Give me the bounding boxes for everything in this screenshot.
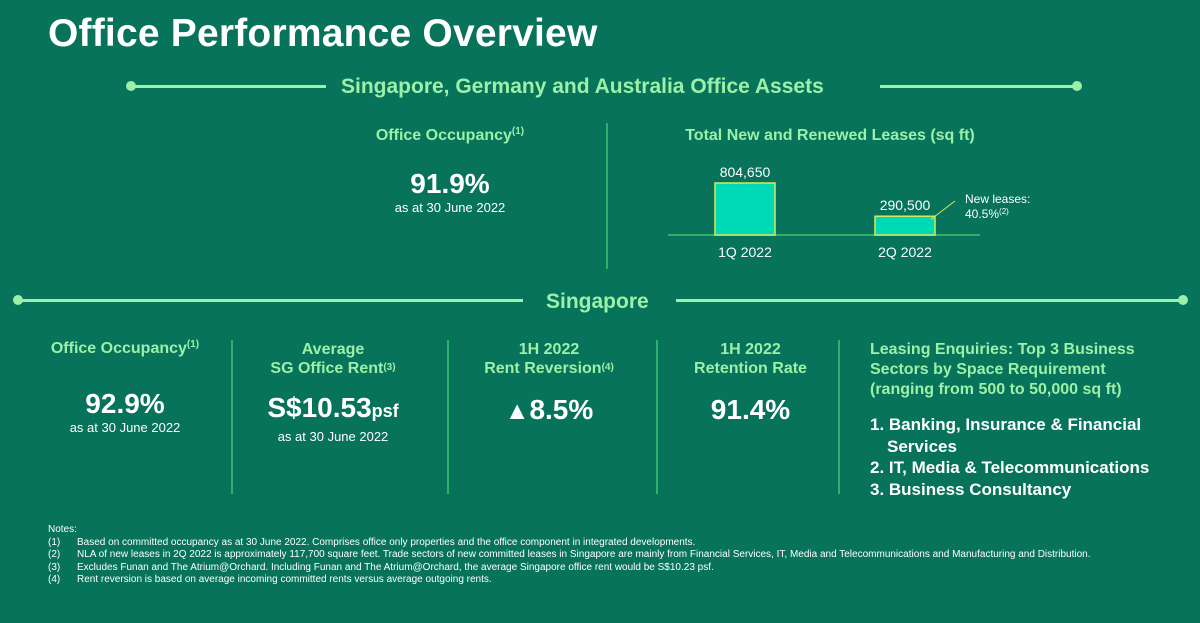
x-tick-label: 1Q 2022 (718, 244, 772, 260)
section-title-offices: Singapore, Germany and Australia Office … (341, 75, 824, 98)
sg-occupancy-label: Office Occupancy(1) (50, 339, 200, 357)
bar-2q-2022 (874, 215, 936, 236)
sg-rent-label: Average SG Office Rent(3) (270, 341, 396, 377)
top-separator (606, 123, 608, 269)
list-item: Services (887, 436, 957, 456)
list-item: 3. Business Consultancy (870, 479, 1072, 499)
sg-retention-label: 1H 2022 Retention Rate (694, 341, 807, 377)
list-item: 2. IT, Media & Telecommunications (870, 458, 1150, 477)
leases-bar-chart: 804,650 1Q 2022 290,500 2Q 2022 New leases:… (668, 164, 1030, 260)
notes-heading: Notes: (48, 524, 77, 535)
up-triangle-icon: ▲ (504, 397, 530, 425)
sg-divider-line-right (676, 299, 1181, 302)
footnotes: Notes: (1) Based on committed occupancy a… (48, 524, 1187, 587)
sg-occupancy-value: 92.9% (85, 388, 165, 419)
sg-reversion-label: 1H 2022 Rent Reversion(4) (484, 341, 614, 377)
bar-data-label: 804,650 (720, 164, 771, 180)
sg-rent-date: as at 30 June 2022 (277, 429, 389, 444)
chart-title: Total New and Renewed Leases (sq ft) (685, 127, 975, 144)
top-occupancy-value: 91.9% (410, 168, 490, 199)
top-occupancy-label: Office Occupancy(1) (375, 126, 525, 144)
footnote: (1) Based on committed occupancy as at 30… (48, 536, 696, 548)
sg-separator-1 (231, 340, 233, 494)
top-occupancy-date: as at 30 June 2022 (394, 200, 506, 215)
footnote: (4) Rent reversion is based on average in… (48, 574, 492, 585)
sg-rent-value: S$10.53psf (267, 392, 399, 423)
sg-reversion-value: ▲8.5% (504, 394, 594, 425)
footnote: (2) NLA of new leases in 2Q 2022 is appro… (48, 549, 1091, 560)
sg-separator-2 (447, 340, 449, 494)
section-title-singapore: Singapore (546, 290, 649, 313)
page-title: Office Performance Overview (48, 12, 598, 55)
annotation-leader-line (930, 200, 956, 220)
sg-divider-dot-right (1178, 295, 1188, 305)
sg-divider-line-left (18, 299, 523, 302)
list-item: 1. Banking, Insurance & Financial (870, 415, 1142, 434)
sg-separator-3 (656, 340, 658, 494)
sg-occupancy-date: as at 30 June 2022 (69, 420, 181, 435)
divider-dot-right (1072, 81, 1082, 91)
bar-data-label: 290,500 (880, 197, 931, 213)
annotation-new-leases-pct: 40.5%(2) (965, 207, 1009, 221)
divider-line-left (131, 85, 326, 88)
divider-line-right (880, 85, 1075, 88)
leasing-enquiries-header: Leasing Enquiries: Top 3 Business Sector… (870, 341, 1135, 398)
sg-retention-value: 91.4% (710, 394, 791, 425)
annotation-new-leases: New leases: (965, 192, 1030, 206)
x-tick-label: 2Q 2022 (878, 244, 932, 260)
footnote: (3) Excludes Funan and The Atrium@Orchard… (48, 561, 714, 573)
sg-separator-4 (838, 340, 840, 494)
bar-1q-2022 (714, 182, 776, 236)
leasing-sectors-list: 1. Banking, Insurance & Financial Servic… (870, 414, 1149, 500)
